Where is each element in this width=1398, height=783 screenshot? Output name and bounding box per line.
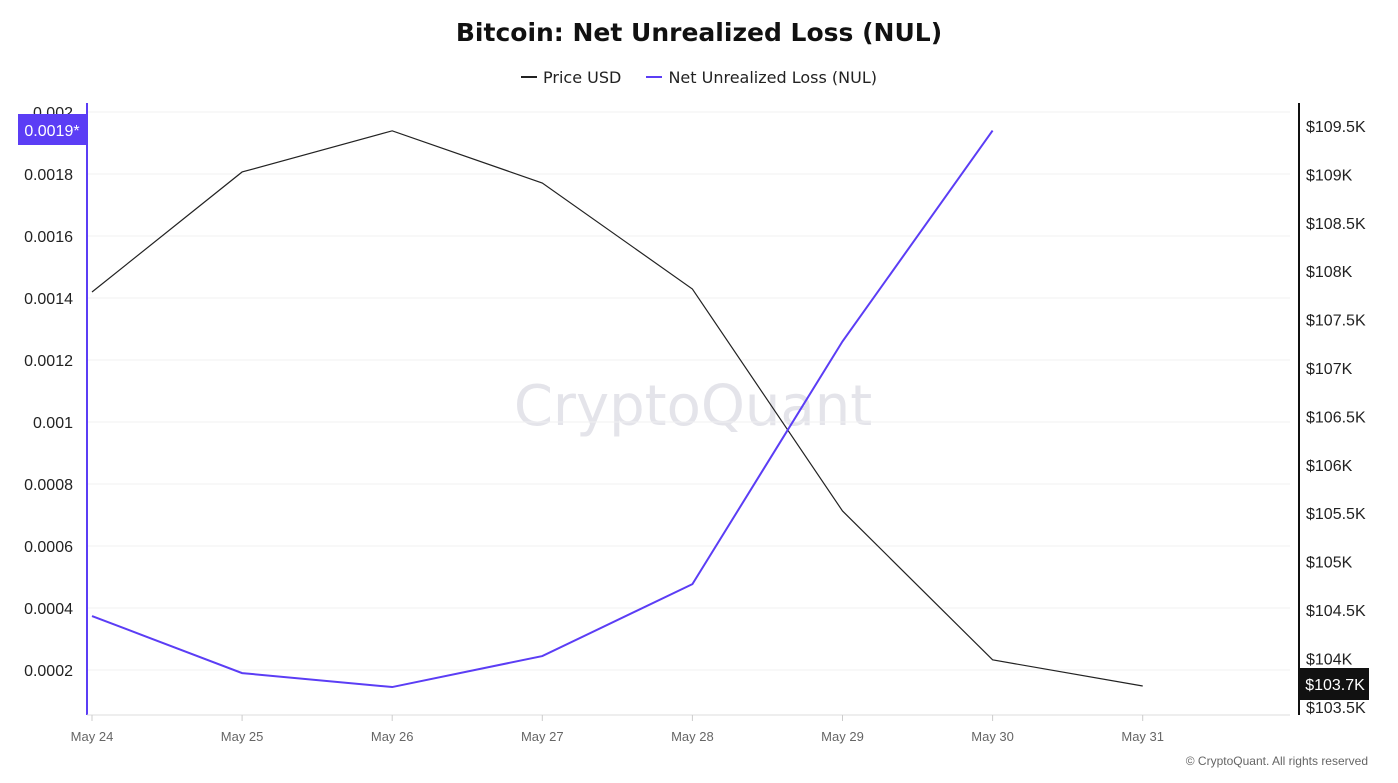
legend-label-price: Price USD (543, 67, 622, 87)
watermark: CryptoQuant (514, 374, 872, 439)
right-tick-label: $109K (1306, 167, 1353, 184)
right-tick-label: $103.5K (1306, 700, 1366, 717)
copyright: © CryptoQuant. All rights reserved (1185, 754, 1368, 768)
right-current-label: $103.7K (1305, 677, 1365, 694)
left-tick-label: 0.001 (33, 415, 73, 432)
x-tick-label: May 31 (1121, 729, 1164, 744)
right-tick-label: $108.5K (1306, 216, 1366, 233)
left-tick-label: 0.0016 (24, 229, 73, 246)
right-tick-label: $106K (1306, 458, 1353, 475)
right-tick-label: $107K (1306, 361, 1353, 378)
right-tick-label: $109.5K (1306, 119, 1366, 136)
right-tick-label: $104.5K (1306, 603, 1366, 620)
right-tick-label: $104K (1306, 651, 1353, 668)
legend-swatch-nul (646, 76, 663, 78)
right-tick-label: $106.5K (1306, 409, 1366, 426)
legend-swatch-price (521, 76, 538, 78)
left-tick-label: 0.0014 (24, 291, 73, 308)
legend-item-nul[interactable]: Net Unrealized Loss (NUL) (646, 68, 877, 87)
legend: Price USD Net Unrealized Loss (NUL) (0, 63, 1398, 87)
right-current-badge (1300, 668, 1369, 700)
chart-title: Bitcoin: Net Unrealized Loss (NUL) (455, 18, 943, 47)
x-tick-label: May 26 (371, 729, 414, 744)
legend-item-price[interactable]: Price USD (521, 68, 621, 87)
x-tick-label: May 25 (221, 729, 264, 744)
right-tick-label: $105K (1306, 555, 1353, 572)
x-tick-label: May 30 (971, 729, 1014, 744)
left-tick-label: 0.0008 (24, 477, 73, 494)
x-tick-label: May 24 (71, 729, 114, 744)
right-tick-label: $107.5K (1306, 313, 1366, 330)
left-current-label: 0.0019* (24, 123, 79, 140)
x-tick-label: May 28 (671, 729, 714, 744)
left-tick-label: 0.0012 (24, 353, 73, 370)
left-tick-label: 0.0006 (24, 539, 73, 556)
left-tick-label: 0.0004 (24, 601, 73, 618)
x-tick-label: May 29 (821, 729, 864, 744)
legend-label-nul: Net Unrealized Loss (NUL) (668, 67, 877, 87)
x-tick-label: May 27 (521, 729, 564, 744)
left-tick-label: 0.0002 (24, 663, 73, 680)
left-tick-label: 0.0018 (24, 167, 73, 184)
series-line-price (91, 130, 1143, 687)
right-tick-label: $105.5K (1306, 506, 1366, 523)
right-tick-label: $108K (1306, 264, 1353, 281)
left-current-badge (18, 114, 87, 145)
